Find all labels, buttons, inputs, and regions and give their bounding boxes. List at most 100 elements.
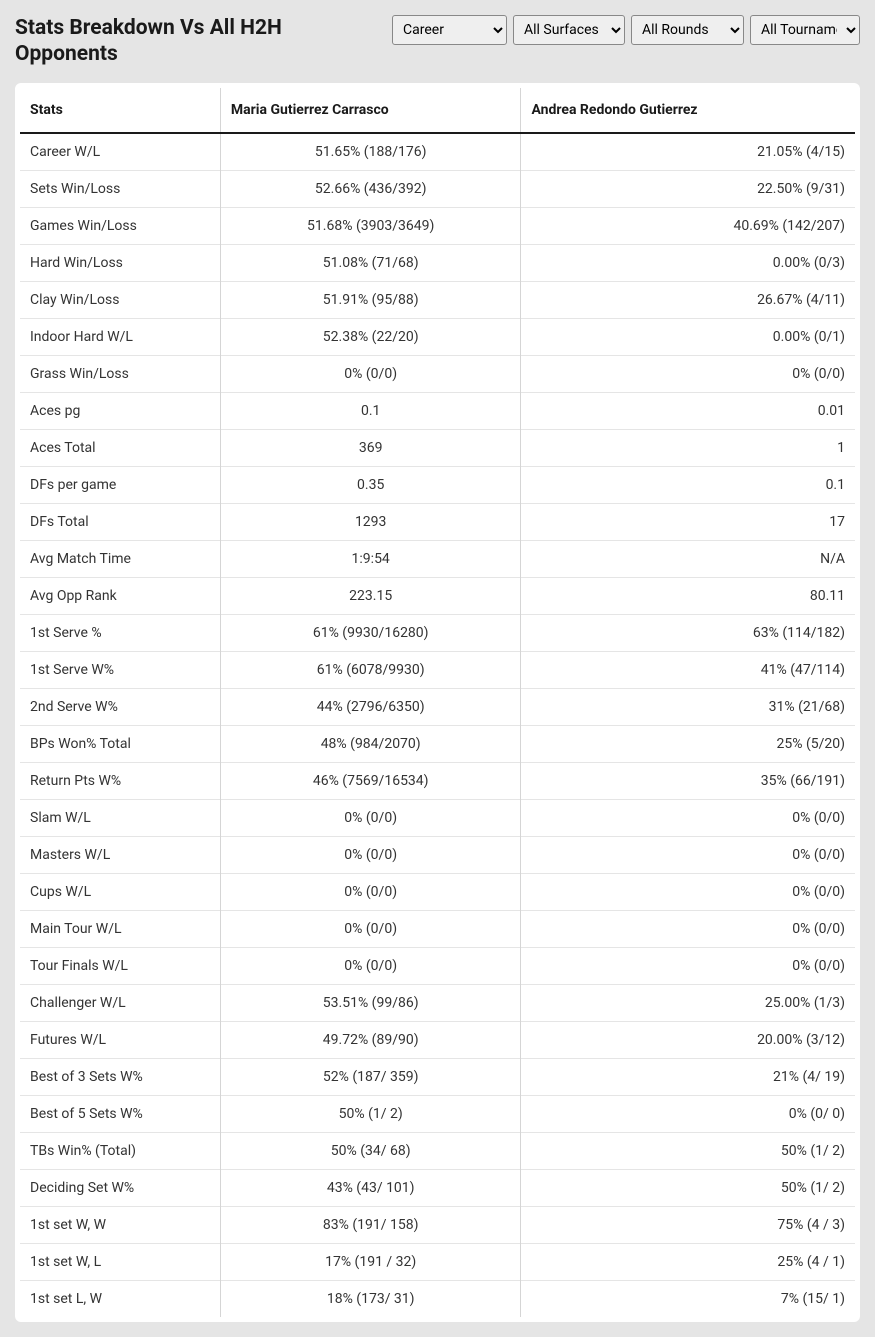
stat-value-player2: 21.05% (4/15)	[521, 133, 855, 171]
stat-value-player2: 7% (15/ 1)	[521, 1280, 855, 1317]
stat-value-player1: 1293	[220, 503, 521, 540]
filter-rounds[interactable]: All Rounds	[631, 15, 744, 45]
stat-label: DFs Total	[20, 503, 220, 540]
filters: Career All Surfaces All Rounds All Tourn…	[392, 15, 860, 45]
stat-value-player2: 0% (0/0)	[521, 873, 855, 910]
stat-value-player1: 50% (34/ 68)	[220, 1132, 521, 1169]
table-row: Best of 3 Sets W%52% (187/ 359)21% (4/ 1…	[20, 1058, 855, 1095]
stat-value-player1: 44% (2796/6350)	[220, 688, 521, 725]
column-header-player2: Andrea Redondo Gutierrez	[521, 88, 855, 133]
filter-career[interactable]: Career	[392, 15, 507, 45]
table-row: Futures W/L49.72% (89/90)20.00% (3/12)	[20, 1021, 855, 1058]
stat-label: Tour Finals W/L	[20, 947, 220, 984]
stat-value-player2: 0.00% (0/1)	[521, 318, 855, 355]
column-header-stats: Stats	[20, 88, 220, 133]
stat-value-player2: 50% (1/ 2)	[521, 1169, 855, 1206]
stat-label: 1st Serve W%	[20, 651, 220, 688]
table-row: Masters W/L0% (0/0)0% (0/0)	[20, 836, 855, 873]
stat-value-player1: 0% (0/0)	[220, 910, 521, 947]
stat-value-player1: 369	[220, 429, 521, 466]
stat-label: Best of 3 Sets W%	[20, 1058, 220, 1095]
stat-label: Avg Opp Rank	[20, 577, 220, 614]
table-row: Deciding Set W%43% (43/ 101)50% (1/ 2)	[20, 1169, 855, 1206]
stat-value-player2: 0% (0/0)	[521, 355, 855, 392]
filter-tournaments[interactable]: All Tournaments	[750, 15, 860, 45]
table-row: Avg Match Time1:9:54N/A	[20, 540, 855, 577]
table-row: Clay Win/Loss51.91% (95/88)26.67% (4/11)	[20, 281, 855, 318]
stat-label: Best of 5 Sets W%	[20, 1095, 220, 1132]
stat-value-player1: 17% (191 / 32)	[220, 1243, 521, 1280]
stat-value-player2: 25% (5/20)	[521, 725, 855, 762]
stat-label: Challenger W/L	[20, 984, 220, 1021]
stat-value-player1: 223.15	[220, 577, 521, 614]
table-row: TBs Win% (Total)50% (34/ 68)50% (1/ 2)	[20, 1132, 855, 1169]
stat-label: Masters W/L	[20, 836, 220, 873]
stat-label: Indoor Hard W/L	[20, 318, 220, 355]
stat-value-player1: 51.65% (188/176)	[220, 133, 521, 171]
stat-value-player2: 35% (66/191)	[521, 762, 855, 799]
stat-label: Games Win/Loss	[20, 207, 220, 244]
stat-value-player1: 52% (187/ 359)	[220, 1058, 521, 1095]
stat-label: Cups W/L	[20, 873, 220, 910]
table-row: Main Tour W/L0% (0/0)0% (0/0)	[20, 910, 855, 947]
table-header-row: Stats Maria Gutierrez Carrasco Andrea Re…	[20, 88, 855, 133]
stats-table: Stats Maria Gutierrez Carrasco Andrea Re…	[20, 88, 855, 1317]
filter-surface[interactable]: All Surfaces	[513, 15, 625, 45]
table-row: Games Win/Loss51.68% (3903/3649)40.69% (…	[20, 207, 855, 244]
stat-value-player2: 31% (21/68)	[521, 688, 855, 725]
table-row: Hard Win/Loss51.08% (71/68)0.00% (0/3)	[20, 244, 855, 281]
stat-value-player1: 0.1	[220, 392, 521, 429]
stat-value-player1: 49.72% (89/90)	[220, 1021, 521, 1058]
stat-value-player1: 43% (43/ 101)	[220, 1169, 521, 1206]
stat-label: Futures W/L	[20, 1021, 220, 1058]
stats-table-container: Stats Maria Gutierrez Carrasco Andrea Re…	[15, 83, 860, 1322]
table-row: Grass Win/Loss0% (0/0)0% (0/0)	[20, 355, 855, 392]
stat-value-player1: 53.51% (99/86)	[220, 984, 521, 1021]
table-row: 1st Serve %61% (9930/16280)63% (114/182)	[20, 614, 855, 651]
table-row: Sets Win/Loss52.66% (436/392)22.50% (9/3…	[20, 170, 855, 207]
stat-value-player2: 22.50% (9/31)	[521, 170, 855, 207]
stat-value-player1: 0.35	[220, 466, 521, 503]
stat-value-player1: 0% (0/0)	[220, 355, 521, 392]
stat-label: 1st set L, W	[20, 1280, 220, 1317]
stat-label: DFs per game	[20, 466, 220, 503]
header: Stats Breakdown Vs All H2H Opponents Car…	[15, 15, 860, 68]
stat-label: 1st Serve %	[20, 614, 220, 651]
stat-label: Slam W/L	[20, 799, 220, 836]
table-row: Avg Opp Rank223.1580.11	[20, 577, 855, 614]
stat-value-player1: 50% (1/ 2)	[220, 1095, 521, 1132]
stat-value-player1: 1:9:54	[220, 540, 521, 577]
stat-label: 1st set W, W	[20, 1206, 220, 1243]
stat-label: Clay Win/Loss	[20, 281, 220, 318]
stat-value-player2: 1	[521, 429, 855, 466]
stat-value-player2: 20.00% (3/12)	[521, 1021, 855, 1058]
stat-value-player1: 83% (191/ 158)	[220, 1206, 521, 1243]
table-row: DFs Total129317	[20, 503, 855, 540]
page-title: Stats Breakdown Vs All H2H Opponents	[15, 15, 372, 68]
stat-value-player2: 0% (0/0)	[521, 910, 855, 947]
table-row: 1st set W, L17% (191 / 32)25% (4 / 1)	[20, 1243, 855, 1280]
stat-label: 1st set W, L	[20, 1243, 220, 1280]
stat-value-player2: 40.69% (142/207)	[521, 207, 855, 244]
stat-value-player1: 48% (984/2070)	[220, 725, 521, 762]
table-row: Slam W/L0% (0/0)0% (0/0)	[20, 799, 855, 836]
stat-value-player2: 0% (0/ 0)	[521, 1095, 855, 1132]
stat-value-player2: 25% (4 / 1)	[521, 1243, 855, 1280]
table-row: Challenger W/L53.51% (99/86)25.00% (1/3)	[20, 984, 855, 1021]
stat-value-player1: 52.66% (436/392)	[220, 170, 521, 207]
table-row: Tour Finals W/L0% (0/0)0% (0/0)	[20, 947, 855, 984]
stat-value-player1: 51.68% (3903/3649)	[220, 207, 521, 244]
table-row: Best of 5 Sets W%50% (1/ 2)0% (0/ 0)	[20, 1095, 855, 1132]
stat-value-player2: 63% (114/182)	[521, 614, 855, 651]
stat-label: Hard Win/Loss	[20, 244, 220, 281]
stat-value-player2: 0% (0/0)	[521, 799, 855, 836]
stat-label: Main Tour W/L	[20, 910, 220, 947]
table-row: 1st Serve W%61% (6078/9930)41% (47/114)	[20, 651, 855, 688]
stat-value-player1: 0% (0/0)	[220, 947, 521, 984]
stat-value-player1: 18% (173/ 31)	[220, 1280, 521, 1317]
table-row: BPs Won% Total48% (984/2070)25% (5/20)	[20, 725, 855, 762]
stat-value-player1: 61% (9930/16280)	[220, 614, 521, 651]
stat-value-player2: 17	[521, 503, 855, 540]
stat-label: BPs Won% Total	[20, 725, 220, 762]
stat-label: Aces Total	[20, 429, 220, 466]
